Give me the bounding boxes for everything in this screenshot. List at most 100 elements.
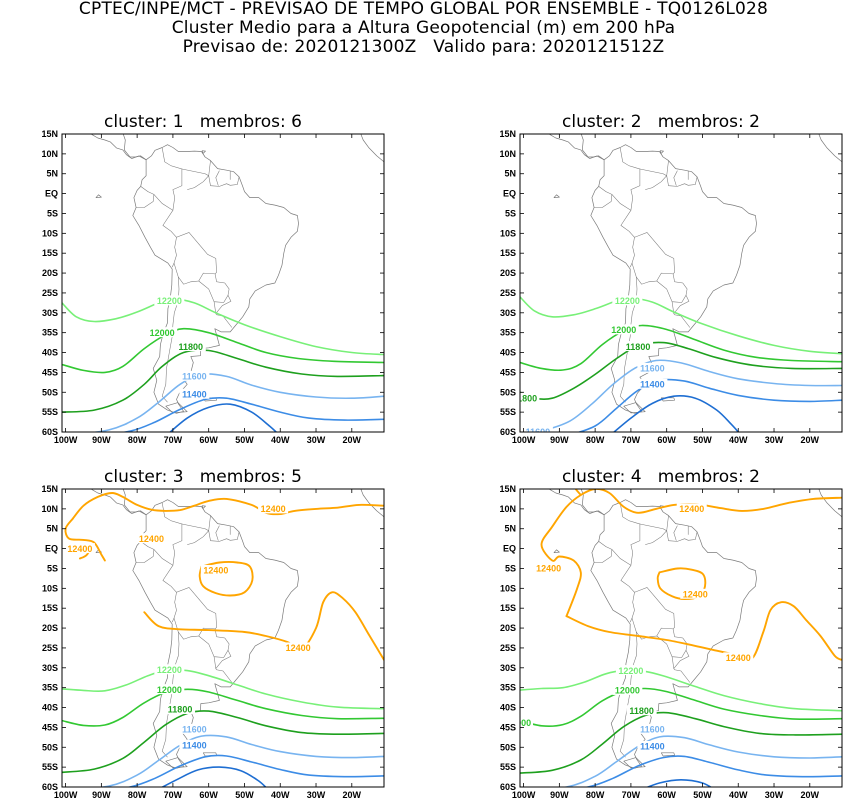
country-border: [619, 502, 641, 566]
contour-11200: [169, 403, 278, 432]
contour-layer: [62, 298, 384, 432]
country-border: [176, 232, 217, 275]
island-coast: [95, 194, 102, 198]
country-border: [198, 273, 230, 303]
lon-tick-label: 100W: [512, 435, 536, 445]
country-border: [208, 515, 240, 542]
lon-tick-label: 20W: [801, 790, 820, 800]
lat-tick-label: EQ: [503, 189, 516, 199]
cluster-panel-1: cluster: 1 membros: 6 12200 12000 11800 116…: [20, 112, 420, 452]
panel-title: cluster: 4 membros: 2: [500, 467, 822, 487]
south-america-coast: [590, 499, 757, 769]
lat-tick-label: 10S: [500, 583, 516, 593]
africa-coast: [818, 489, 842, 518]
lon-tick-label: 70W: [164, 435, 183, 445]
contour-label-bg: [612, 684, 643, 695]
cluster-panel-3: cluster: 3 membros: 5 12400 12400 12400 124…: [20, 467, 420, 807]
contour-label-bg: [165, 704, 196, 715]
lon-tick-label: 80W: [586, 790, 605, 800]
country-border: [671, 656, 691, 683]
lon-tick-label: 40W: [271, 790, 290, 800]
south-america-coast: [132, 499, 299, 769]
lon-tick-label: 70W: [622, 435, 641, 445]
map-frame: [519, 488, 843, 788]
lat-tick-label: 30S: [500, 308, 516, 318]
contour-label-bg: [154, 664, 185, 675]
contour-label-bg: [179, 370, 210, 381]
lon-tick-label: 50W: [693, 435, 712, 445]
country-border: [634, 587, 675, 630]
lon-tick-label: 70W: [164, 790, 183, 800]
lon-tick-label: 100W: [54, 790, 78, 800]
cluster-panel-4: cluster: 4 membros: 2 12400 12400 12400 124…: [478, 467, 847, 807]
lon-tick-label: 80W: [586, 435, 605, 445]
country-border: [173, 263, 216, 285]
lat-tick-label: 5N: [46, 524, 58, 534]
contour-label: 11600: [640, 725, 665, 735]
country-border: [136, 541, 155, 563]
lat-tick-label: 10N: [499, 504, 516, 514]
panel-members-label: membros: 6: [199, 112, 302, 132]
country-border: [181, 523, 210, 545]
contour-label: 12400: [203, 566, 228, 576]
country-border: [673, 170, 678, 186]
contour-11800: [62, 710, 384, 774]
lat-tick-label: 15N: [499, 129, 516, 139]
contour-12000: [520, 324, 842, 372]
contour-11600: [561, 735, 842, 787]
contour-label: 12000: [611, 325, 636, 335]
lat-tick-label: 10S: [42, 228, 58, 238]
lon-tick-label: 50W: [235, 435, 254, 445]
header-line-3: Previsao de: 2020121300Z Valido para: 20…: [182, 37, 665, 57]
country-border: [594, 541, 613, 563]
contour-layer: [62, 492, 384, 787]
country-border: [611, 549, 635, 623]
contour-11200: [612, 395, 740, 432]
country-border: [671, 301, 691, 328]
contour-label: 11800: [179, 342, 204, 352]
contour-12400: [198, 561, 254, 597]
contour-label: 12000: [157, 685, 182, 695]
lat-tick-label: 60S: [500, 782, 516, 792]
lat-tick-label: 40S: [500, 348, 516, 358]
island-coast: [623, 402, 646, 414]
contour-11400: [577, 378, 842, 432]
contour-label: 12400: [536, 564, 561, 574]
contour-label: 11800: [626, 342, 651, 352]
contour-11400: [583, 755, 842, 787]
lat-tick-label: 55S: [500, 407, 516, 417]
lat-tick-label: 10N: [41, 504, 58, 514]
lat-tick-label: 15S: [500, 248, 516, 258]
contour-label: 12000: [615, 686, 640, 696]
contour-label: 11600: [182, 372, 207, 382]
central-america-coast: [122, 489, 147, 516]
lat-tick-label: 20S: [42, 268, 58, 278]
contour-label: 12200: [157, 665, 182, 675]
panel-cluster-label: cluster: 3: [104, 467, 184, 487]
country-border: [656, 273, 688, 303]
central-america-coast: [580, 134, 605, 161]
contour-label-bg: [612, 295, 643, 306]
lat-tick-label: 15S: [500, 603, 516, 613]
lon-tick-label: 100W: [512, 790, 536, 800]
island-coast: [660, 752, 675, 757]
country-border: [215, 295, 232, 314]
lat-tick-label: 15N: [41, 484, 58, 494]
country-border: [639, 168, 668, 190]
contour-label: 12400: [67, 544, 92, 554]
border-layer: [594, 502, 698, 758]
country-border: [153, 194, 177, 268]
lon-tick-label: 90W: [550, 790, 569, 800]
lon-tick-label: 90W: [550, 435, 569, 445]
country-border: [215, 525, 220, 541]
contour-12200: [62, 669, 384, 710]
lat-tick-label: 50S: [500, 387, 516, 397]
lat-tick-label: 5N: [504, 169, 516, 179]
lat-tick-label: 5S: [47, 208, 58, 218]
contour-label: 12200: [618, 666, 643, 676]
contour-11800: [62, 349, 384, 413]
figure-header: CPTEC/INPE/MCT - PREVISAO DE TEMPO GLOBA…: [0, 0, 847, 57]
panel-title: cluster: 3 membros: 5: [42, 467, 364, 487]
cluster-panel-2: cluster: 2 membros: 2 12200 12000 11800 116…: [478, 112, 847, 452]
contour-label: 12400: [726, 653, 751, 663]
